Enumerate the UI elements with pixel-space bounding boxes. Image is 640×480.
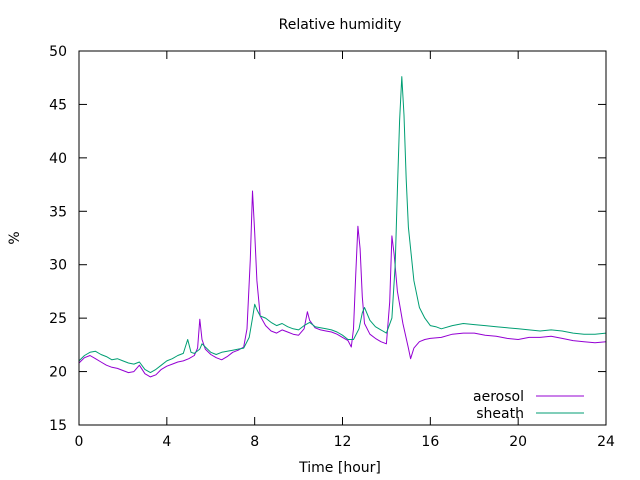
y-tick-label: 50: [49, 44, 67, 60]
x-tick-label: 16: [421, 434, 439, 450]
x-tick-label: 0: [75, 434, 84, 450]
series-line-sheath: [78, 76, 607, 374]
x-axis-label: Time [hour]: [298, 460, 381, 476]
y-axis-label: %: [7, 231, 23, 244]
y-tick-label: 45: [49, 97, 67, 113]
series-lines: [78, 76, 607, 378]
y-tick-label: 40: [49, 151, 67, 167]
y-tick-label: 20: [49, 365, 67, 381]
series-line-aerosol: [78, 190, 607, 378]
x-tick-label: 12: [334, 434, 352, 450]
y-tick-label: 35: [49, 204, 67, 220]
legend-label-aerosol: aerosol: [473, 389, 524, 405]
legend-label-sheath: sheath: [476, 406, 524, 422]
x-tick-label: 8: [250, 434, 259, 450]
x-tick-label: 24: [597, 434, 615, 450]
x-tick-label: 20: [509, 434, 527, 450]
axis-ticks: 0 4 8 12 16 20 24 15 20 25 30 35 40 45 50: [49, 44, 615, 450]
y-tick-label: 30: [49, 258, 67, 274]
y-tick-label: 25: [49, 311, 67, 327]
plot-frame: [78, 50, 607, 426]
y-tick-label: 15: [49, 418, 67, 434]
x-tick-label: 4: [162, 434, 171, 450]
chart-title: Relative humidity: [279, 17, 402, 33]
